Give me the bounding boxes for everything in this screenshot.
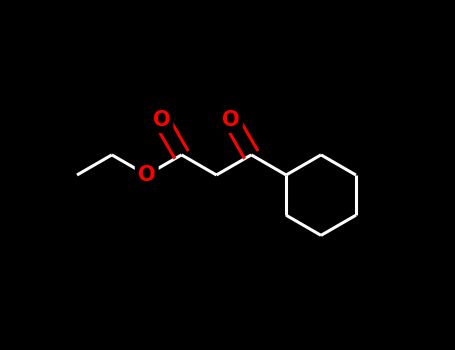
Text: O: O <box>222 110 240 130</box>
Text: O: O <box>152 110 170 130</box>
Text: O: O <box>138 165 156 185</box>
